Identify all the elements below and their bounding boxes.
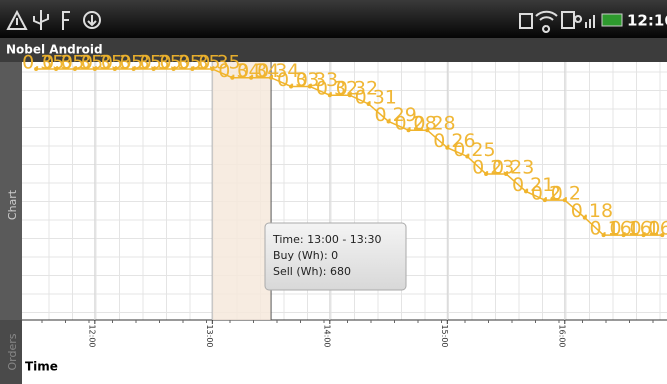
tooltip-line: Sell (Wh): 680	[273, 265, 351, 278]
tab-label[interactable]: Orders	[6, 333, 19, 370]
page: {"status_bar": {"time": "12:16"}, "app_b…	[0, 0, 667, 384]
selection-band	[212, 62, 271, 320]
tooltip-line: Buy (Wh): 0	[273, 249, 338, 262]
screen: 12:16 Nobel Android Chart Orders Time 12…	[0, 0, 667, 384]
battery-icon	[602, 14, 622, 26]
x-tick-label: 12:00	[87, 324, 96, 347]
tooltip-line: Time: 13:00 - 13:30	[272, 233, 382, 246]
x-tick-label: 16:00	[557, 324, 566, 347]
x-tick-label: 15:00	[440, 324, 449, 347]
x-tick-label: 13:00	[205, 324, 214, 347]
x-axis-title: Time	[25, 360, 58, 374]
x-tick-label: 14:00	[322, 324, 331, 347]
data-label: 0.16	[648, 218, 667, 240]
tab-label[interactable]: Chart	[6, 189, 19, 220]
tooltip: Time: 13:00 - 13:30 Buy (Wh): 0 Sell (Wh…	[265, 223, 406, 290]
status-time: 12:16	[627, 12, 667, 30]
